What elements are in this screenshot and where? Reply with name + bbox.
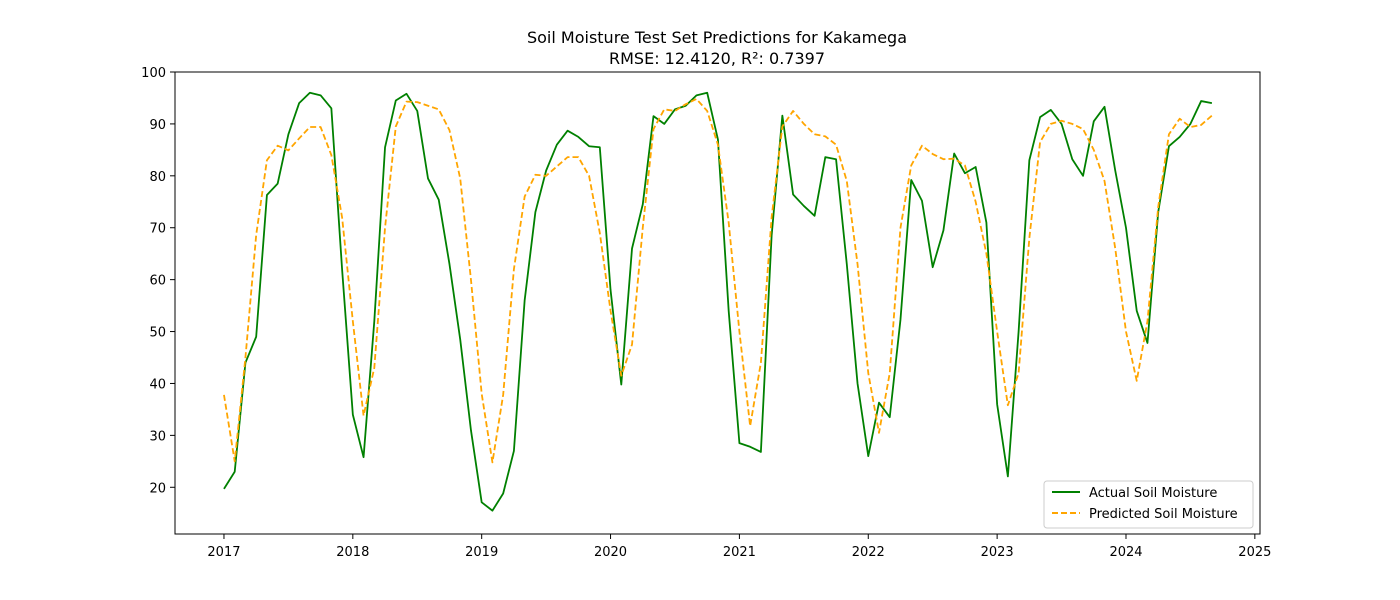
y-tick-label: 30 — [149, 429, 166, 444]
x-tick-label: 2020 — [594, 545, 627, 560]
chart-title: Soil Moisture Test Set Predictions for K… — [527, 28, 907, 47]
series-predicted-line — [223, 98, 1213, 464]
y-tick-label: 80 — [149, 170, 166, 185]
plot-frame — [174, 71, 1261, 535]
x-tick-label: 2022 — [852, 545, 885, 560]
series-actual-line — [223, 91, 1213, 512]
x-axis: 2017 2018 2019 2020 2021 2022 2023 2024 2025 — [207, 534, 1271, 560]
y-tick-label: 20 — [149, 481, 166, 496]
y-tick-label: 60 — [149, 274, 166, 289]
y-tick-label: 40 — [149, 377, 166, 392]
legend: Actual Soil Moisture Predicted Soil Mois… — [1043, 480, 1254, 529]
x-tick-label: 2017 — [207, 545, 240, 560]
x-tick-label: 2025 — [1238, 545, 1271, 560]
x-tick-label: 2021 — [723, 545, 756, 560]
x-tick-label: 2019 — [465, 545, 498, 560]
x-tick-label: 2023 — [981, 545, 1014, 560]
y-tick-label: 50 — [149, 326, 166, 341]
x-tick-label: 2024 — [1109, 545, 1142, 560]
legend-actual-label: Actual Soil Moisture — [1089, 486, 1217, 501]
legend-box — [1043, 480, 1254, 529]
chart-subtitle: RMSE: 12.4120, R²: 0.7397 — [609, 49, 825, 68]
y-tick-label: 90 — [149, 118, 166, 133]
y-axis: 20 30 40 50 60 70 80 90 100 — [141, 66, 175, 496]
y-tick-label: 70 — [149, 222, 166, 237]
series-layer — [223, 91, 1213, 512]
plot-area — [175, 72, 1260, 534]
x-tick-label: 2018 — [336, 545, 369, 560]
y-tick-label: 100 — [141, 66, 166, 81]
legend-predicted-label: Predicted Soil Moisture — [1089, 507, 1238, 522]
